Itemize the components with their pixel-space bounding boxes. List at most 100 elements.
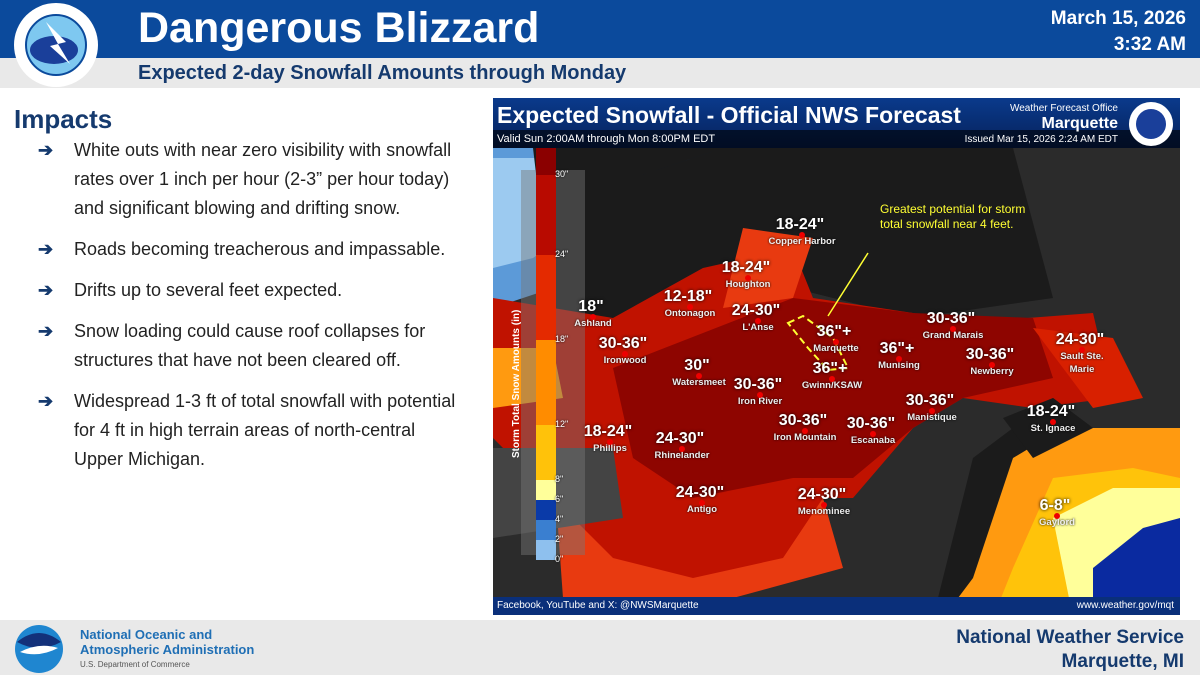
list-item: ➔ White outs with near zero visibility wi…	[38, 136, 468, 223]
forecast-amount: 30-36"	[598, 335, 648, 352]
city-label: Ashland	[574, 318, 612, 329]
legend-swatch	[536, 255, 556, 340]
legend-tick: 0"	[555, 554, 564, 564]
wfo-name: Marquette	[1041, 115, 1118, 132]
list-item: ➔ Snow loading could cause roof collapses…	[38, 317, 468, 375]
city-marker	[799, 232, 805, 238]
city-marker	[679, 446, 685, 452]
city-label: Phillips	[593, 443, 627, 454]
website-link[interactable]: www.weather.gov/mqt	[1076, 600, 1174, 611]
legend-swatch	[536, 175, 556, 255]
city-marker	[1050, 419, 1056, 425]
list-item: ➔ Widespread 1-3 ft of total snowfall wit…	[38, 387, 468, 474]
noaa-logo	[15, 625, 63, 673]
footer-bar	[0, 620, 1200, 675]
city-label: L'Anse	[742, 322, 774, 333]
lake-superior	[533, 148, 1053, 318]
office-name: National Weather Service Marquette, MI	[956, 626, 1184, 674]
city-label: Manistique	[907, 412, 957, 423]
forecast-amount: 30-36"	[926, 310, 976, 327]
map-title: Expected Snowfall - Official NWS Forecas…	[497, 102, 961, 128]
legend-tick: 2"	[555, 534, 564, 544]
city-marker	[1079, 347, 1085, 353]
city-marker	[821, 502, 827, 508]
city-marker	[833, 339, 839, 345]
forecast-amount: 18-24"	[583, 423, 633, 440]
forecast-amount: 24-30"	[1055, 331, 1105, 348]
wfo-caption: Weather Forecast Office	[1009, 103, 1118, 114]
city-marker	[870, 431, 876, 437]
office-line1: National Weather Service	[956, 627, 1184, 648]
list-item: ➔ Drifts up to several feet expected.	[38, 276, 468, 305]
city-label: Rhinelander	[654, 450, 710, 461]
city-label: Sault Ste. Marie	[1060, 351, 1104, 375]
city-label: Gwinn/KSAW	[801, 380, 863, 391]
city-marker	[607, 439, 613, 445]
forecast-amount: 24-30"	[731, 302, 781, 319]
city-label: Gaylord	[1039, 517, 1075, 528]
city-marker	[896, 356, 902, 362]
forecast-amount: 24-30"	[797, 486, 847, 503]
arrow-right-icon: ➔	[38, 391, 54, 411]
snowfall-map: Storm Total Snow Amounts (in) 36"30"24"1…	[493, 98, 1180, 615]
city-label: Ontonagon	[664, 308, 716, 319]
city-label: Watersmeet	[672, 377, 726, 388]
city-marker	[687, 304, 693, 310]
page-subtitle: Expected 2-day Snowfall Amounts through …	[138, 62, 627, 84]
city-marker	[699, 500, 705, 506]
arrow-right-icon: ➔	[38, 280, 54, 300]
impact-text: Widespread 1-3 ft of total snowfall with…	[74, 391, 456, 469]
forecast-amount: 30-36"	[846, 415, 896, 432]
office-line2: Marquette, MI	[1061, 651, 1184, 672]
city-label: Grand Marais	[922, 330, 984, 341]
city-marker	[829, 376, 835, 382]
forecast-amount: 36"+	[816, 323, 852, 340]
city-label: Iron Mountain	[773, 432, 837, 443]
city-label: Marquette	[813, 343, 859, 354]
city-marker	[989, 362, 995, 368]
city-marker	[950, 326, 956, 332]
map-graphic	[493, 98, 1180, 615]
city-marker	[802, 428, 808, 434]
map-footer: Facebook, YouTube and X: @NWSMarquette ww…	[493, 597, 1180, 615]
city-marker	[757, 392, 763, 398]
legend-tick: 12"	[555, 419, 569, 429]
impacts-heading: Impacts	[14, 104, 113, 134]
forecast-amount: 30-36"	[733, 376, 783, 393]
city-label: Munising	[878, 360, 920, 371]
forecast-amount: 24-30"	[655, 430, 705, 447]
impacts-list: ➔ White outs with near zero visibility wi…	[38, 136, 468, 486]
forecast-amount: 12-18"	[663, 288, 713, 305]
legend-tick: 8"	[555, 474, 564, 484]
legend-swatch	[536, 480, 556, 500]
city-label: Escanaba	[850, 435, 896, 446]
noaa-name: National Oceanic and Atmospheric Administ…	[80, 627, 254, 657]
forecast-amount: 36"+	[879, 340, 915, 357]
city-marker	[622, 351, 628, 357]
legend-swatch	[536, 500, 556, 520]
city-label: Newberry	[970, 366, 1014, 377]
legend-swatch	[536, 540, 556, 560]
subtitle-bar	[0, 58, 1200, 88]
issue-datetime: March 15, 2026 3:32 AM	[1051, 6, 1186, 58]
page-title: Dangerous Blizzard	[138, 4, 540, 52]
city-marker	[755, 318, 761, 324]
arrow-right-icon: ➔	[38, 239, 54, 259]
legend-swatch	[536, 520, 556, 540]
impact-text: Roads becoming treacherous and impassabl…	[74, 239, 446, 259]
noaa-department: U.S. Department of Commerce	[80, 660, 190, 669]
legend-tick: 18"	[555, 334, 569, 344]
forecast-amount: 36"+	[812, 360, 848, 377]
arrow-right-icon: ➔	[38, 321, 54, 341]
forecast-amount: 30-36"	[905, 392, 955, 409]
forecast-amount: 18-24"	[721, 259, 771, 276]
city-marker	[929, 408, 935, 414]
legend-tick: 4"	[555, 514, 564, 524]
city-label: Iron River	[737, 396, 783, 407]
issued-time: Issued Mar 15, 2026 2:24 AM EDT	[964, 134, 1118, 145]
city-marker	[696, 373, 702, 379]
impact-text: White outs with near zero visibility wit…	[74, 140, 452, 218]
forecast-amount: 18-24"	[775, 216, 825, 233]
city-marker	[1054, 513, 1060, 519]
legend-swatch	[536, 340, 556, 425]
